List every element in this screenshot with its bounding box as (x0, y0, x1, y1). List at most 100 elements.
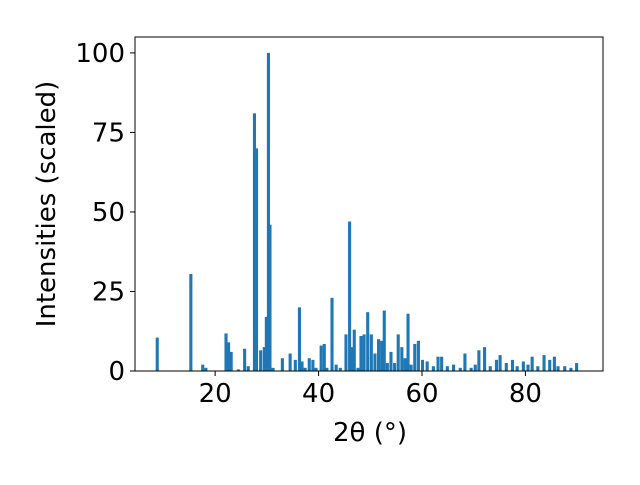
bar (264, 316, 268, 371)
bar (556, 366, 560, 371)
y-tick-label: 75 (92, 118, 125, 148)
bar (420, 359, 425, 371)
bar (204, 367, 208, 371)
bar (356, 367, 360, 371)
bar (498, 355, 502, 371)
bar (288, 353, 292, 371)
bar (425, 361, 429, 371)
bar (483, 347, 487, 371)
x-tick-label: 80 (509, 379, 542, 409)
x-tick-label: 40 (302, 379, 335, 409)
bar (322, 343, 326, 371)
bar (311, 359, 315, 371)
bar (246, 366, 250, 371)
bar (280, 358, 284, 371)
bar (382, 310, 386, 371)
bar (307, 358, 311, 371)
bar (463, 353, 467, 371)
bar (575, 363, 579, 371)
bar (380, 340, 384, 371)
bar (510, 359, 515, 371)
bar (452, 364, 456, 371)
bar (155, 337, 159, 371)
bar (334, 364, 338, 371)
bar (542, 355, 546, 371)
bar (227, 342, 231, 371)
bar (350, 347, 354, 371)
bar (338, 367, 342, 371)
axes-layer (134, 36, 604, 372)
bar (413, 343, 417, 371)
bar (201, 364, 205, 371)
bar (440, 356, 444, 371)
bar (373, 353, 377, 371)
bar (243, 348, 247, 371)
bar (252, 113, 256, 371)
bar (400, 347, 404, 371)
bar (552, 356, 556, 371)
x-tick-label: 20 (199, 379, 232, 409)
y-tick-label: 0 (108, 357, 125, 387)
bar (293, 359, 297, 371)
bar (403, 358, 407, 371)
plot-frame (134, 36, 604, 372)
bar (445, 366, 449, 371)
bar (477, 350, 481, 371)
bar (396, 334, 400, 371)
bar (325, 367, 329, 371)
bar (259, 350, 263, 371)
bar (515, 366, 519, 371)
bar (303, 367, 307, 371)
bar (297, 307, 301, 371)
bar (300, 361, 304, 371)
bar (488, 366, 492, 371)
bar (504, 363, 508, 371)
bar (229, 351, 233, 371)
bar (569, 367, 573, 371)
bar (314, 367, 318, 371)
bar (530, 356, 534, 371)
bar (377, 339, 381, 371)
bar (271, 367, 275, 371)
ticks-layer: 20 40 60 80 0 25 50 75 100 (75, 39, 542, 409)
bar (344, 334, 348, 371)
bar (526, 364, 530, 371)
bar (536, 366, 540, 371)
x-axis-label: 2θ (°) (333, 418, 407, 448)
bar (406, 313, 410, 371)
bar (352, 329, 356, 371)
bar (266, 52, 270, 372)
bar (436, 356, 440, 371)
bar (268, 224, 272, 371)
bar (254, 148, 259, 371)
bar (189, 273, 193, 371)
bar (416, 340, 420, 371)
bar (409, 364, 413, 371)
bar (359, 336, 363, 371)
bar (369, 334, 373, 371)
bar (389, 351, 393, 371)
bar (563, 366, 567, 371)
bar (362, 334, 366, 371)
bar (366, 312, 370, 371)
bar (431, 366, 435, 371)
bar (348, 221, 352, 371)
bar (548, 359, 552, 371)
y-tick-label: 50 (92, 198, 125, 228)
bar (494, 359, 499, 371)
bar (262, 347, 266, 371)
bar (224, 333, 228, 371)
x-tick-label: 60 (405, 379, 438, 409)
y-axis-label: Intensities (scaled) (32, 81, 62, 328)
bar (393, 363, 397, 371)
bar (385, 363, 389, 371)
y-tick-label: 100 (75, 39, 125, 69)
bar (319, 345, 323, 371)
bars-layer (155, 52, 579, 372)
bar (236, 369, 240, 371)
bar (521, 361, 525, 371)
bar (473, 364, 477, 371)
